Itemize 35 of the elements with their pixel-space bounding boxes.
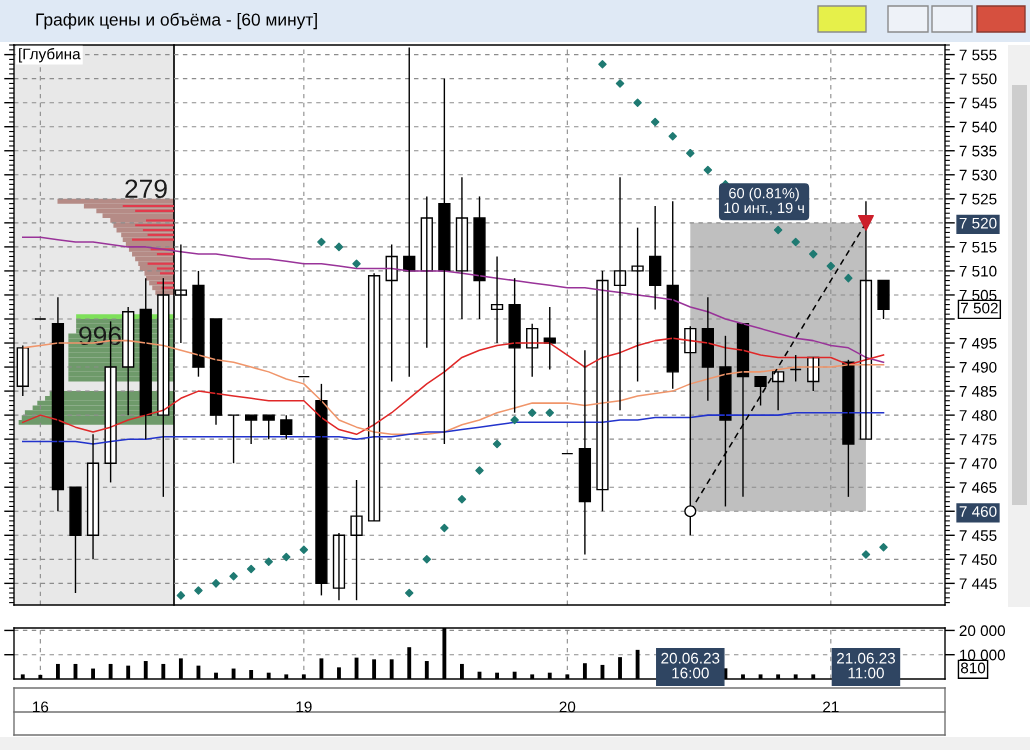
- y-tick-label: 7 555: [959, 49, 997, 61]
- y-tick-label: 7 510: [959, 265, 997, 277]
- y-tick-label: 7 480: [959, 410, 997, 421]
- y-tick-label: 7 445: [959, 578, 997, 590]
- y-tick-label: 7 530: [959, 169, 997, 181]
- y-tick-label: 7 490: [959, 361, 997, 373]
- y-tick-label: 7 450: [959, 554, 997, 566]
- y-tick-label: 7 455: [959, 530, 997, 541]
- y-tick-label: 7 525: [959, 193, 997, 205]
- y-tick-label: 7 515: [959, 241, 997, 253]
- y-tick-label: 7 545: [959, 97, 997, 109]
- chart-title: График цены и объёма - [60 минут]: [36, 12, 317, 30]
- y-tick-label: 20 000: [959, 625, 1006, 637]
- annotation: 21.06.23 11:00: [836, 652, 896, 679]
- annotation: 60 (0.81%) 10 инт., 19 ч: [724, 187, 804, 215]
- chart-title: [Глубина: [19, 48, 81, 63]
- y-tick-label: 7 460: [959, 506, 997, 517]
- text: 7 502: [961, 302, 998, 314]
- y-tick-label: 7 540: [959, 121, 997, 133]
- y-tick-label: 7 495: [959, 337, 997, 349]
- y-tick-label: 7 475: [959, 434, 997, 445]
- y-tick-label: 7 550: [959, 73, 997, 85]
- y-tick-label: 7 535: [959, 145, 997, 157]
- x-tick-label: 20: [559, 701, 576, 713]
- annotation: 20.06.23 16:00: [661, 652, 720, 679]
- x-tick-label: 21: [823, 701, 839, 713]
- y-tick-label: 7 470: [959, 458, 997, 469]
- text: 810: [960, 662, 986, 674]
- x-tick-label: 19: [296, 701, 312, 713]
- y-tick-label: 7 465: [959, 482, 997, 493]
- y-tick-label: 7 520: [959, 217, 997, 229]
- y-tick-label: 7 485: [959, 385, 997, 397]
- x-tick-label: 16: [33, 701, 49, 713]
- y-tick-label: 10 000: [960, 649, 1006, 661]
- annotation: 279: [125, 179, 167, 199]
